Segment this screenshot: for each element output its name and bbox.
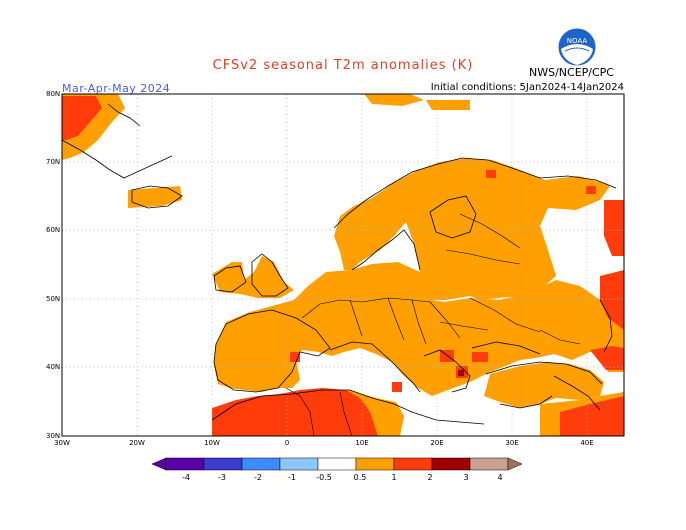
lat-label-40n: 40N [46,363,60,371]
colorbar-swatch-warm1 [355,457,395,471]
colorbar-swatch-neutral [317,457,357,471]
lon-label-10e: 10E [355,439,368,447]
coastlines [61,103,617,425]
season-label: Mar-Apr-May 2024 [62,82,171,95]
lon-label-40e: 40E [580,439,593,447]
colorbar-swatch-warm2 [393,457,433,471]
lat-label-80n: 80N [46,90,60,98]
colorbar-arrow-left [151,457,167,471]
colorbar-label: 4 [497,473,502,482]
lat-label-50n: 50N [46,295,60,303]
country-borders [285,213,581,437]
colorbar-swatch-cold3 [203,457,243,471]
lon-label-30e: 30E [505,439,518,447]
lon-label-20w: 20W [129,439,145,447]
colorbar-swatch-cold1 [279,457,319,471]
colorbar-label: -4 [182,473,190,482]
lat-label-30n: 30N [46,432,60,440]
anomaly-layer-warm2 [62,96,624,436]
colorbar-swatch-cold2 [241,457,281,471]
initial-conditions-label: Initial conditions: 5Jan2024-14Jan2024 [430,82,624,93]
lon-label-10w: 10W [204,439,220,447]
colorbar-swatch-warm4 [469,457,509,471]
noaa-logo-text: NOAA [567,37,588,45]
lat-label-60n: 60N [46,226,60,234]
colorbar-label: 3 [463,473,468,482]
colorbar-swatch-cold4 [165,457,205,471]
graticule [62,94,624,436]
latitude-labels: 80N 70N 60N 50N 40N 30N [46,90,60,440]
colorbar-arrow-right [507,457,523,471]
longitude-labels: 30W 20W 10W 0 10E 20E 30E 40E [54,439,594,447]
lat-label-70n: 70N [46,158,60,166]
anomaly-layer-warm3 [458,370,464,376]
lon-label-30w: 30W [54,439,70,447]
colorbar-label: 0.5 [354,473,367,482]
colorbar-label: 2 [427,473,432,482]
colorbar-swatch-warm3 [431,457,471,471]
lon-label-20e: 20E [430,439,443,447]
lon-label-0: 0 [285,439,289,447]
colorbar-label: 1 [391,473,396,482]
colorbar-label: -3 [218,473,226,482]
noaa-logo: NOAA [557,27,597,67]
map-title: CFSv2 seasonal T2m anomalies (K) [212,58,474,73]
colorbar-label: -2 [254,473,262,482]
colorbar-label: -0.5 [316,473,332,482]
colorbar-label: -1 [288,473,296,482]
agency-label: NWS/NCEP/CPC [529,66,614,79]
